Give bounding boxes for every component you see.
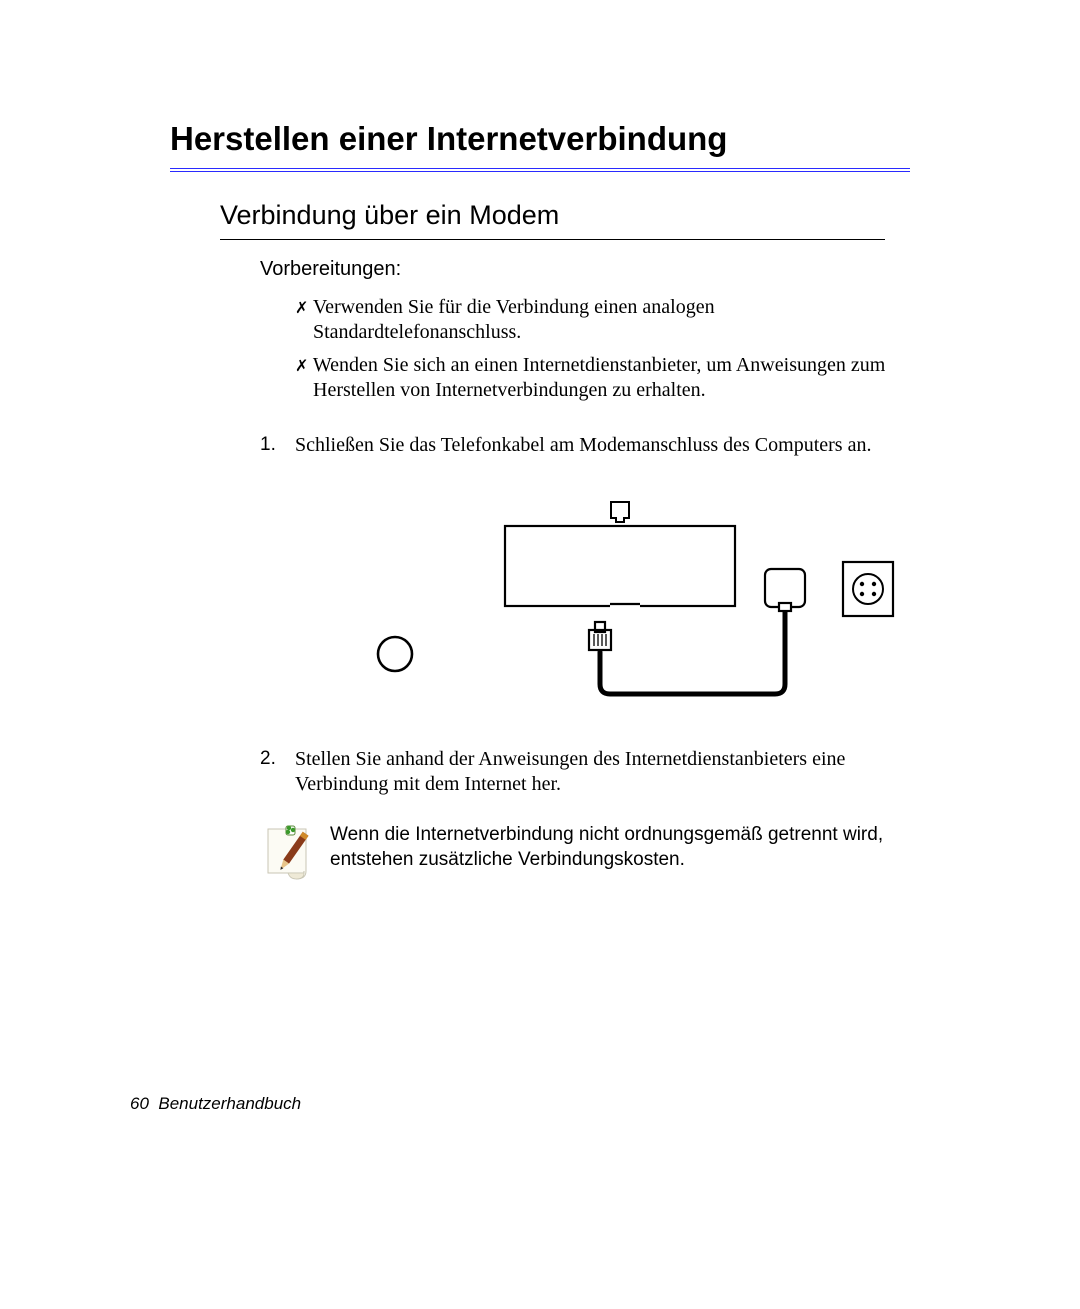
step-text: Schließen Sie das Telefonkabel am Modema… [295, 434, 871, 456]
subsection: Verbindung über ein Modem Vorbereitungen… [220, 200, 910, 892]
step-number: 2. [260, 747, 276, 771]
page: Herstellen einer Internetverbindung Verb… [0, 0, 1080, 1309]
prep-label: Vorbereitungen: [260, 258, 910, 281]
page-footer: 60 Benutzerhandbuch [130, 1094, 301, 1114]
step-item: 2. Stellen Sie anhand der Anweisungen de… [260, 747, 910, 797]
prep-item: Wenden Sie sich an einen Internetdiensta… [295, 353, 903, 403]
page-title: Herstellen einer Internetverbindung [170, 120, 910, 158]
step-number: 1. [260, 433, 276, 457]
note-icon [260, 823, 320, 892]
prep-item: Verwenden Sie für die Verbindung einen a… [295, 295, 903, 345]
step-item: 1. Schließen Sie das Telefonkabel am Mod… [260, 433, 910, 721]
subsection-rule [220, 239, 885, 240]
step-text: Stellen Sie anhand der Anweisungen des I… [295, 748, 845, 795]
note-text: Wenn die Internetverbindung nicht ordnun… [330, 823, 890, 872]
connection-diagram [365, 484, 910, 721]
note: Wenn die Internetverbindung nicht ordnun… [260, 823, 910, 892]
footer-label: Benutzerhandbuch [158, 1094, 301, 1113]
page-number: 60 [130, 1094, 149, 1113]
subsection-title: Verbindung über ein Modem [220, 200, 910, 231]
heading-rule [170, 168, 910, 172]
prep-list: Verwenden Sie für die Verbindung einen a… [295, 295, 910, 403]
steps-list: 1. Schließen Sie das Telefonkabel am Mod… [260, 433, 910, 797]
